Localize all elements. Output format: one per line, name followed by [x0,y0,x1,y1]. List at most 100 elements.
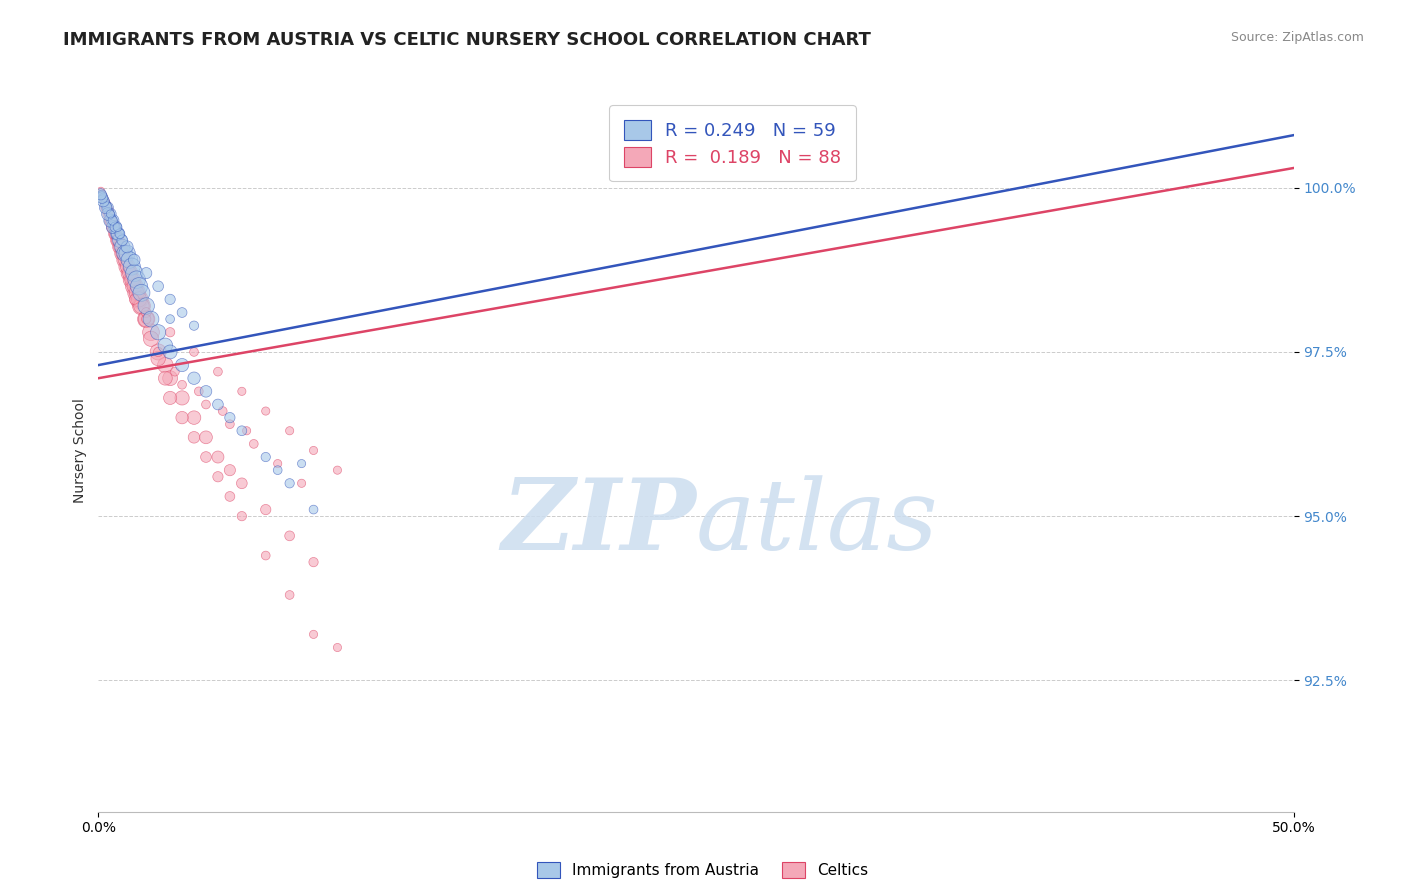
Point [104,220,127,235]
Point [254,450,277,464]
Point [231,424,253,438]
Y-axis label: Nursery School: Nursery School [73,398,87,503]
Point [93,194,115,208]
Point [207,365,229,379]
Point [172,305,194,319]
Point [207,450,229,464]
Point [159,345,181,359]
Point [121,273,143,287]
Point [148,345,170,359]
Point [118,266,141,280]
Point [291,476,314,491]
Point [302,502,325,516]
Point [219,410,242,425]
Point [155,358,177,372]
Point [135,312,157,326]
Point [219,463,242,477]
Point [115,240,138,254]
Point [235,424,257,438]
Point [155,338,177,352]
Point [159,293,181,307]
Point [104,220,127,235]
Point [108,240,131,254]
Point [94,197,117,211]
Point [90,187,112,202]
Point [183,430,205,444]
Point [108,227,131,241]
Text: Source: ZipAtlas.com: Source: ZipAtlas.com [1230,31,1364,45]
Point [125,285,148,300]
Point [114,252,136,267]
Point [114,246,136,260]
Point [97,203,120,218]
Point [172,377,194,392]
Point [101,220,124,235]
Point [98,207,122,221]
Point [111,246,134,260]
Point [94,197,117,211]
Point [111,240,134,254]
Point [101,220,124,235]
Point [93,194,115,208]
Point [278,424,301,438]
Point [135,312,157,326]
Point [183,345,205,359]
Point [124,293,146,307]
Point [183,410,205,425]
Point [131,299,153,313]
Point [91,187,114,202]
Point [163,365,186,379]
Point [254,404,277,418]
Point [121,260,143,274]
Point [278,476,301,491]
Point [135,266,157,280]
Text: IMMIGRANTS FROM AUSTRIA VS CELTIC NURSERY SCHOOL CORRELATION CHART: IMMIGRANTS FROM AUSTRIA VS CELTIC NURSER… [63,31,872,49]
Point [159,391,181,405]
Point [195,450,218,464]
Point [195,384,218,399]
Point [104,227,127,241]
Point [114,252,136,267]
Point [278,529,301,543]
Point [219,417,242,432]
Point [278,588,301,602]
Point [97,207,120,221]
Point [155,371,177,385]
Point [91,191,114,205]
Point [148,279,170,293]
Point [326,640,349,655]
Point [135,312,157,326]
Point [107,220,129,235]
Point [108,240,131,254]
Point [231,509,253,524]
Point [108,233,131,247]
Legend: Immigrants from Austria, Celtics: Immigrants from Austria, Celtics [531,856,875,884]
Point [135,305,157,319]
Legend: R = 0.249   N = 59, R =  0.189   N = 88: R = 0.249 N = 59, R = 0.189 N = 88 [609,105,856,181]
Point [254,502,277,516]
Point [172,358,194,372]
Point [91,191,114,205]
Point [98,213,122,227]
Point [101,220,124,235]
Point [91,187,114,202]
Text: ZIP: ZIP [501,475,696,571]
Point [91,194,114,208]
Point [128,279,150,293]
Point [97,201,120,215]
Point [231,384,253,399]
Point [183,371,205,385]
Point [159,312,181,326]
Point [94,201,117,215]
Point [187,384,209,399]
Point [148,325,170,339]
Point [94,201,117,215]
Point [118,266,141,280]
Point [172,391,194,405]
Point [302,555,325,569]
Point [128,293,150,307]
Point [326,463,349,477]
Point [159,371,181,385]
Point [139,325,162,339]
Point [118,252,141,267]
